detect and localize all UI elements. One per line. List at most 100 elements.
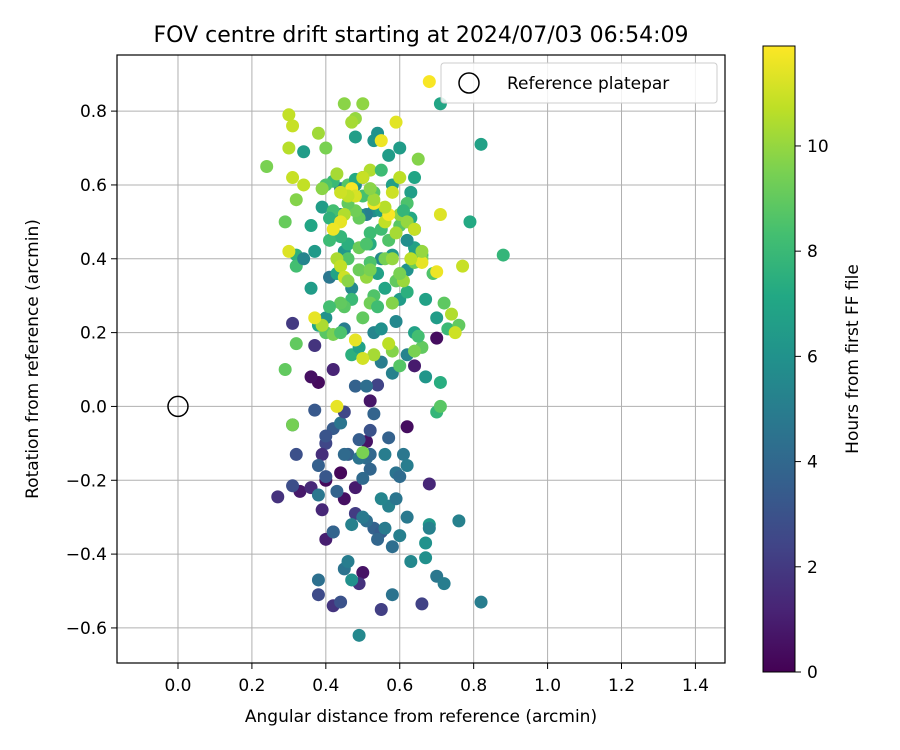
data-point — [326, 525, 340, 539]
data-point — [444, 307, 458, 321]
data-point — [363, 226, 377, 240]
data-point — [393, 529, 407, 543]
data-point — [278, 363, 292, 377]
data-point — [437, 296, 451, 310]
x-tick-label: 0.0 — [164, 676, 191, 696]
data-point — [334, 595, 348, 609]
x-tick-label: 0.2 — [238, 676, 265, 696]
data-point — [437, 577, 451, 591]
data-point — [282, 244, 296, 258]
data-point — [367, 407, 381, 421]
data-point — [348, 481, 362, 495]
data-point — [289, 337, 303, 351]
data-point — [422, 75, 436, 89]
data-point — [315, 503, 329, 517]
data-point — [422, 521, 436, 535]
y-tick-label: −0.6 — [66, 619, 107, 639]
data-point — [286, 119, 300, 133]
data-point — [371, 300, 385, 314]
data-point — [382, 431, 396, 445]
data-point — [356, 351, 370, 365]
data-point — [415, 244, 429, 258]
legend-marker-icon — [458, 72, 480, 94]
x-tick-label: 0.8 — [460, 676, 487, 696]
colorbar-tick-label: 4 — [807, 453, 818, 473]
y-tick-label: 0.6 — [80, 176, 107, 196]
data-point — [385, 252, 399, 266]
data-point — [319, 470, 333, 484]
data-point — [393, 267, 407, 281]
data-point — [334, 296, 348, 310]
data-point — [396, 204, 410, 218]
data-point — [419, 536, 433, 550]
data-point — [326, 363, 340, 377]
x-tick-label: 0.4 — [312, 676, 339, 696]
y-tick-label: −0.2 — [66, 471, 107, 491]
data-point — [286, 171, 300, 185]
data-point — [356, 311, 370, 325]
data-point — [363, 394, 377, 408]
data-point — [363, 263, 377, 277]
data-point — [452, 514, 466, 528]
colorbar-tick-label: 6 — [807, 347, 818, 367]
data-point — [297, 252, 311, 266]
data-point — [352, 433, 366, 447]
data-point — [286, 316, 300, 330]
data-point — [396, 447, 410, 461]
data-point — [345, 573, 359, 587]
data-point — [385, 588, 399, 602]
data-point — [334, 259, 348, 273]
x-axis-label: Angular distance from reference (arcmin) — [245, 707, 597, 727]
data-point — [337, 447, 351, 461]
data-point — [356, 566, 370, 580]
data-point — [408, 171, 422, 185]
data-point — [359, 379, 373, 393]
data-point — [363, 462, 377, 476]
data-point — [289, 193, 303, 207]
colorbar-gradient — [762, 45, 796, 673]
chart-title: FOV centre drift starting at 2024/07/03 … — [154, 23, 689, 48]
colorbar-tick-label: 10 — [807, 137, 829, 157]
data-point — [374, 134, 388, 148]
data-point — [496, 248, 510, 262]
data-point — [374, 602, 388, 616]
data-point — [374, 492, 388, 506]
data-point — [378, 200, 392, 214]
y-tick-label: 0.0 — [80, 397, 107, 417]
data-point — [308, 311, 322, 325]
data-point — [315, 447, 329, 461]
data-point — [341, 554, 355, 568]
data-point — [345, 115, 359, 129]
colorbar-tick-label: 0 — [807, 663, 818, 683]
data-point — [378, 281, 392, 295]
data-point — [323, 211, 337, 225]
data-point — [356, 171, 370, 185]
data-point — [315, 182, 329, 196]
data-point — [422, 477, 436, 491]
data-point — [474, 595, 488, 609]
data-point — [419, 292, 433, 306]
data-point — [385, 296, 399, 310]
colorbar-tick-label: 8 — [807, 242, 818, 262]
data-point — [415, 255, 429, 269]
data-point — [408, 344, 422, 358]
data-point — [456, 259, 470, 273]
data-point — [334, 185, 348, 199]
data-point — [330, 167, 344, 181]
data-point — [319, 141, 333, 155]
data-point — [408, 222, 422, 236]
data-point — [400, 459, 414, 473]
data-point — [389, 226, 403, 240]
data-point — [389, 115, 403, 129]
x-tick-label: 0.6 — [386, 676, 413, 696]
data-point — [348, 333, 362, 347]
data-point — [378, 447, 392, 461]
data-point — [385, 540, 399, 554]
data-point — [356, 471, 370, 485]
legend: Reference platepar — [440, 62, 718, 104]
data-point — [374, 322, 388, 336]
data-point — [345, 518, 359, 532]
x-tick-label: 1.2 — [608, 676, 635, 696]
colorbar-label: Hours from first FF file — [843, 264, 863, 454]
data-point — [319, 429, 333, 443]
